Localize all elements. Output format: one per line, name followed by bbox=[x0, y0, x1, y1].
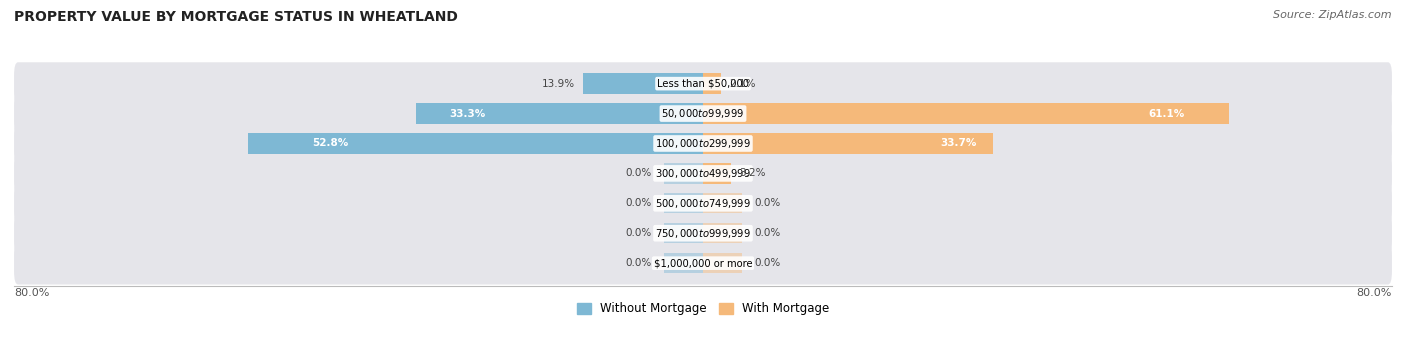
Text: $1,000,000 or more: $1,000,000 or more bbox=[654, 258, 752, 268]
Bar bbox=[583, 73, 703, 94]
Text: $50,000 to $99,999: $50,000 to $99,999 bbox=[661, 107, 745, 120]
Text: 52.8%: 52.8% bbox=[312, 138, 349, 149]
Bar bbox=[703, 103, 1229, 124]
Text: 0.0%: 0.0% bbox=[626, 198, 651, 208]
Bar bbox=[703, 253, 742, 273]
FancyBboxPatch shape bbox=[14, 92, 1392, 135]
Text: $500,000 to $749,999: $500,000 to $749,999 bbox=[655, 197, 751, 210]
Bar bbox=[703, 133, 993, 154]
Text: $300,000 to $499,999: $300,000 to $499,999 bbox=[655, 167, 751, 180]
Text: 61.1%: 61.1% bbox=[1147, 108, 1184, 119]
Text: 33.3%: 33.3% bbox=[450, 108, 486, 119]
Bar bbox=[703, 163, 731, 184]
Bar bbox=[703, 223, 742, 243]
Text: $750,000 to $999,999: $750,000 to $999,999 bbox=[655, 227, 751, 240]
FancyBboxPatch shape bbox=[14, 182, 1392, 225]
Bar bbox=[664, 253, 703, 273]
Text: 13.9%: 13.9% bbox=[541, 79, 575, 89]
Bar bbox=[703, 73, 721, 94]
Text: 0.0%: 0.0% bbox=[755, 198, 780, 208]
Bar bbox=[416, 103, 703, 124]
Bar bbox=[664, 163, 703, 184]
FancyBboxPatch shape bbox=[14, 152, 1392, 195]
Bar bbox=[249, 133, 703, 154]
Text: 2.1%: 2.1% bbox=[730, 79, 756, 89]
Text: 80.0%: 80.0% bbox=[14, 288, 49, 298]
Text: 3.2%: 3.2% bbox=[740, 168, 766, 179]
Text: 0.0%: 0.0% bbox=[755, 258, 780, 268]
FancyBboxPatch shape bbox=[14, 242, 1392, 285]
FancyBboxPatch shape bbox=[14, 62, 1392, 105]
Text: 0.0%: 0.0% bbox=[626, 228, 651, 238]
FancyBboxPatch shape bbox=[14, 212, 1392, 255]
Bar bbox=[664, 193, 703, 214]
Text: 80.0%: 80.0% bbox=[1357, 288, 1392, 298]
Bar bbox=[703, 193, 742, 214]
Text: 33.7%: 33.7% bbox=[941, 138, 977, 149]
Text: 0.0%: 0.0% bbox=[626, 258, 651, 268]
Text: PROPERTY VALUE BY MORTGAGE STATUS IN WHEATLAND: PROPERTY VALUE BY MORTGAGE STATUS IN WHE… bbox=[14, 10, 458, 24]
Bar bbox=[664, 223, 703, 243]
Legend: Without Mortgage, With Mortgage: Without Mortgage, With Mortgage bbox=[572, 298, 834, 320]
Text: Source: ZipAtlas.com: Source: ZipAtlas.com bbox=[1274, 10, 1392, 20]
Text: Less than $50,000: Less than $50,000 bbox=[657, 79, 749, 89]
FancyBboxPatch shape bbox=[14, 122, 1392, 165]
Text: 0.0%: 0.0% bbox=[626, 168, 651, 179]
Text: 0.0%: 0.0% bbox=[755, 228, 780, 238]
Text: $100,000 to $299,999: $100,000 to $299,999 bbox=[655, 137, 751, 150]
